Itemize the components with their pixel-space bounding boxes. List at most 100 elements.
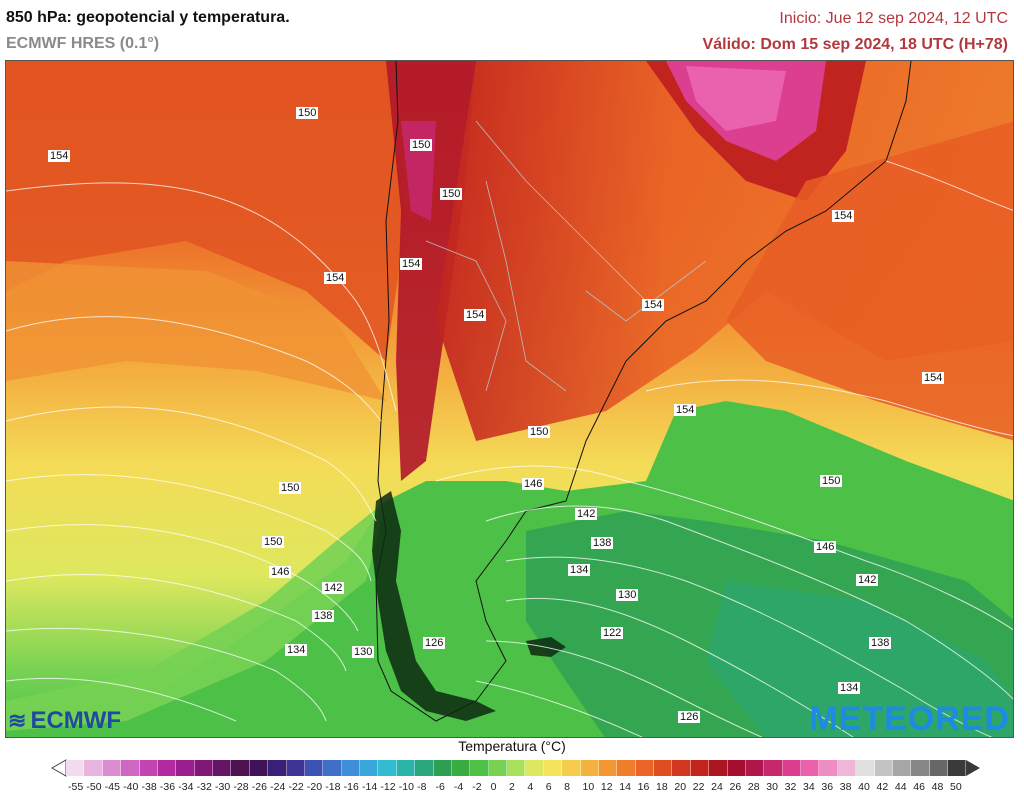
legend-label: 6: [545, 781, 552, 793]
contour-label: 150: [279, 482, 302, 494]
contour-label: 142: [575, 508, 598, 520]
legend-label: -22: [288, 781, 304, 793]
legend-label: -28: [233, 781, 249, 793]
legend-right-arrow-icon: [966, 760, 980, 776]
legend-color-cell: [470, 760, 489, 776]
legend-label: -26: [251, 781, 267, 793]
legend-label: -16: [343, 781, 359, 793]
legend-color-bar: [66, 760, 967, 776]
legend-label: -24: [270, 781, 286, 793]
contour-label: 154: [642, 299, 665, 311]
legend-label: 22: [692, 781, 705, 793]
legend-label: 0: [490, 781, 497, 793]
legend-label: 20: [674, 781, 687, 793]
legend-color-cell: [360, 760, 379, 776]
map-canvas: [6, 61, 1013, 737]
legend-label: 10: [582, 781, 595, 793]
contour-label: 134: [285, 644, 308, 656]
legend-color-cell: [543, 760, 563, 776]
header: 850 hPa: geopotencial y temperatura. ECM…: [0, 0, 1024, 60]
legend-label: 16: [637, 781, 650, 793]
legend-labels: -55 -50 -45 -40 -38 -36 -34 -32 -30 -28 -26 -24 -22-…: [68, 781, 968, 793]
contour-label: 154: [674, 404, 697, 416]
pacific-warm-area: [6, 61, 406, 361]
legend-color-cell: [617, 760, 636, 776]
legend-color-cell: [231, 760, 250, 776]
contour-label: 154: [324, 272, 347, 284]
legend-label: -45: [104, 781, 120, 793]
legend-label: -14: [362, 781, 378, 793]
ecmwf-wave-icon: ≋: [8, 708, 27, 733]
legend-label: -12: [380, 781, 396, 793]
legend-color-cell: [451, 760, 471, 776]
contour-label: 154: [464, 309, 487, 321]
legend-label: -20: [306, 781, 323, 793]
contour-label: 126: [423, 637, 446, 649]
contour-label: 150: [262, 536, 285, 548]
legend-label: -40: [123, 781, 139, 793]
legend-label: 4: [527, 781, 534, 793]
contour-label: 138: [591, 537, 614, 549]
legend-color-cell: [672, 760, 691, 776]
valid-time: Válido: Dom 15 sep 2024, 18 UTC (H+78): [702, 36, 1008, 53]
legend-label: 30: [766, 781, 778, 793]
cold-air-deep-core: [706, 581, 1013, 737]
legend-label: 36: [821, 781, 834, 793]
pacific-orange-area: [6, 261, 386, 401]
legend-color-cell: [139, 760, 158, 776]
legend-color-cell: [892, 760, 912, 776]
contour-label: 130: [616, 589, 639, 601]
legend-label: 32: [784, 781, 797, 793]
isolines: [6, 160, 1013, 737]
legend-label: -30: [215, 781, 231, 793]
legend-label: -38: [141, 781, 157, 793]
legend-color-cell: [525, 760, 544, 776]
contour-label: 126: [678, 711, 701, 723]
contour-label: 142: [856, 574, 879, 586]
legend-color-cell: [562, 760, 581, 776]
brazil-pink-core: [686, 66, 786, 131]
legend-color-cell: [654, 760, 673, 776]
legend-label: 44: [894, 781, 907, 793]
legend-label: -32: [196, 781, 212, 793]
contour-label: 138: [869, 637, 892, 649]
model-name: ECMWF HRES (0.1°): [6, 35, 160, 52]
legend-color-cell: [580, 760, 599, 776]
legend-color-cell: [194, 760, 213, 776]
legend-color-cell: [507, 760, 526, 776]
contour-label: 146: [814, 541, 837, 553]
legend-color-cell: [874, 760, 893, 776]
chile-islands: [372, 491, 496, 721]
init-time: Inicio: Jue 12 sep 2024, 12 UTC: [779, 10, 1008, 27]
legend-label: -50: [86, 781, 102, 793]
legend-label: 34: [803, 781, 815, 793]
contour-label: 154: [832, 210, 855, 222]
legend-label: -4: [453, 781, 464, 793]
legend-color-cell: [304, 760, 324, 776]
contour-label: 134: [568, 564, 591, 576]
legend-color-cell: [635, 760, 654, 776]
legend-color-cell: [249, 760, 269, 776]
legend-color-cell: [911, 760, 930, 776]
contour-label: 122: [601, 627, 624, 639]
legend-color-cell: [488, 760, 507, 776]
legend-color-cell: [948, 760, 967, 776]
legend-label: 12: [600, 781, 613, 793]
legend-color-cell: [102, 760, 122, 776]
legend-label: 18: [656, 781, 668, 793]
legend-title: Temperatura (°C): [458, 738, 566, 754]
legend-color-cell: [157, 760, 177, 776]
legend-color-cell: [782, 760, 801, 776]
atlantic-warm-area: [726, 121, 1013, 441]
legend-label: 2: [509, 781, 515, 793]
legend-color-cell: [745, 760, 765, 776]
legend-label: 28: [747, 781, 760, 793]
contour-label: 154: [400, 258, 423, 270]
legend-label: 26: [729, 781, 742, 793]
contour-label: 130: [352, 646, 375, 658]
contour-label: 146: [522, 478, 545, 490]
weather-map[interactable]: 150 154 150 150 154 154 154 154 154 154 …: [5, 60, 1014, 738]
meteored-logo: METEORED: [809, 700, 1010, 738]
legend-color-cell: [396, 760, 416, 776]
legend-color-cell: [286, 760, 305, 776]
